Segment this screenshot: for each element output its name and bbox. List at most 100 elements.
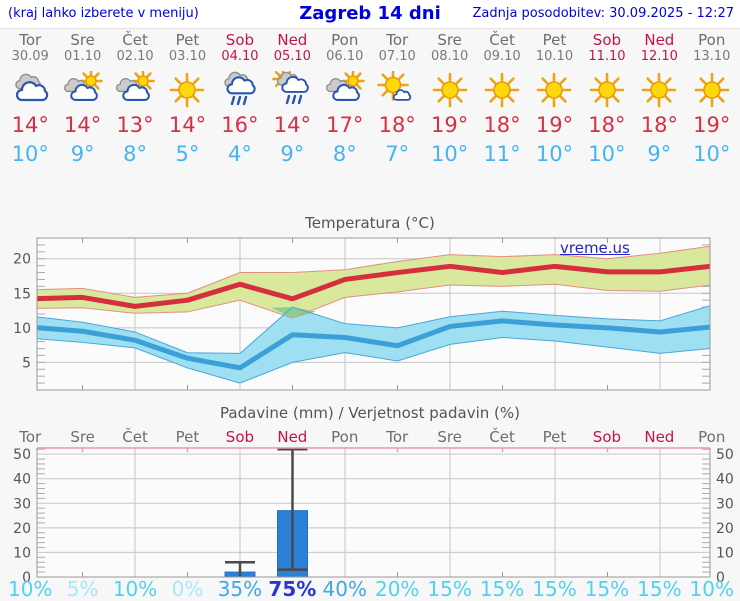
day-name-label: Čet — [122, 31, 148, 49]
day-name-label: Tor — [19, 31, 42, 49]
tmin-value: 10° — [11, 142, 49, 166]
band-edge — [37, 283, 710, 319]
precip-day-label: Pon — [319, 428, 371, 446]
precip-day-label: Čet — [476, 428, 528, 446]
day-name-label: Pet — [542, 31, 567, 49]
tmin-value: 5° — [175, 142, 200, 166]
tmin-value: 8° — [123, 142, 147, 166]
probability-value: 15% — [584, 577, 630, 601]
day-column-header: Pon 06.10 — [319, 31, 371, 64]
menu-hint-text: (kraj lahko izberete v meniju) — [8, 6, 199, 21]
day-name-label: Čet — [489, 428, 515, 446]
day-name-label: Tor — [19, 428, 42, 446]
precip-day-label: Čet — [109, 428, 161, 446]
day-name-label: Sre — [70, 31, 95, 49]
sunny-icon — [161, 71, 213, 111]
probability-value: 0% — [171, 577, 204, 601]
tmin-value: 9° — [647, 142, 672, 166]
tmax-value: 14° — [168, 113, 207, 137]
precip-ytick-label-left: 40 — [13, 472, 31, 488]
sunny-icon — [633, 71, 685, 111]
day-name-label: Pet — [542, 428, 567, 446]
day-name-label: Ned — [644, 31, 675, 49]
day-column-header: Pet 10.10 — [528, 31, 580, 64]
precip-ytick-label-right: 20 — [716, 521, 734, 537]
precip-ytick-label-right: 0 — [716, 570, 725, 586]
tmin-value: 4° — [227, 142, 252, 166]
precip-ytick-label-left: 0 — [22, 570, 31, 586]
day-name-label: Čet — [489, 31, 515, 49]
max-temp-band — [37, 246, 710, 319]
tmin-value: 9° — [70, 142, 95, 166]
day-name-label: Pon — [698, 428, 726, 446]
precip-day-label: Sob — [214, 428, 266, 446]
day-column-header: Sob 04.10 — [214, 31, 266, 64]
last-update-text: Zadnja posodobitev: 30.09.2025 - 12:27 — [472, 6, 734, 21]
sunny-icon — [423, 71, 475, 111]
day-name-label: Ned — [277, 428, 308, 446]
day-date-label: 01.10 — [64, 49, 102, 64]
day-date-label: 05.10 — [273, 49, 311, 64]
vreme-us-link[interactable]: vreme.us — [560, 239, 630, 257]
tmax-value: 18° — [640, 113, 678, 137]
probability-value: 15% — [479, 577, 525, 601]
temp-plot-border — [36, 237, 711, 391]
sunny-icon — [476, 71, 528, 111]
mostly-sunny-icon — [371, 71, 423, 111]
probability-value: 10% — [689, 577, 734, 601]
probability-value: 35% — [217, 577, 263, 601]
day-name-label: Sre — [70, 428, 95, 446]
tmin-value: 10° — [431, 142, 469, 166]
day-name-label: Sre — [437, 31, 462, 49]
day-name-label: Tor — [386, 31, 409, 49]
day-column-header: Pon 13.10 — [686, 31, 738, 64]
tmax-value: 18° — [588, 113, 626, 137]
tmax-value: 19° — [535, 113, 574, 137]
precip-day-label: Sre — [423, 428, 475, 446]
cloudy-icon — [4, 71, 56, 111]
day-column-header: Čet 02.10 — [109, 31, 161, 64]
tmax-value: 18° — [483, 113, 521, 137]
precip-day-label: Tor — [371, 428, 423, 446]
day-name-label: Čet — [122, 428, 148, 446]
day-name-label: Pet — [175, 31, 200, 49]
day-date-label: 30.09 — [11, 49, 49, 64]
day-name-label: Sob — [592, 428, 622, 446]
day-date-label: 06.10 — [326, 49, 364, 64]
day-column-header: Ned 12.10 — [633, 31, 685, 64]
precip-day-label: Ned — [266, 428, 318, 446]
day-column-header: Sob 11.10 — [581, 31, 633, 64]
partly-cloudy-icon — [56, 71, 108, 111]
page-title: Zagreb 14 dni — [299, 3, 441, 24]
temp-ytick-label: 10 — [13, 321, 31, 337]
day-date-label: 13.10 — [693, 49, 731, 64]
precip-probability-row: 10% 5% 10% 0% 35% 75% 40% 20% 15% 15% 15% 15% 15% 10% — [4, 577, 738, 601]
tmax-value: 17° — [326, 113, 364, 137]
probability-value: 10% — [112, 577, 158, 601]
tmin-value: 11° — [483, 142, 521, 166]
tmin-value: 7° — [385, 142, 410, 166]
probability-value: 15% — [532, 577, 577, 601]
tmax-value: 19° — [693, 113, 731, 137]
tmax-value: 19° — [431, 113, 469, 137]
tmin-value: 10° — [693, 142, 731, 166]
precip-ytick-label-right: 30 — [716, 496, 734, 512]
probability-value: 15% — [637, 577, 682, 601]
day-date-label: 09.10 — [483, 49, 521, 64]
rain-icon — [214, 71, 266, 111]
precip-day-row: Tor Sre Čet Pet Sob Ned Pon Tor Sre Čet Pet Sob Ned P… — [4, 428, 738, 446]
precip-ytick-label-right: 10 — [716, 545, 734, 561]
probability-value: 40% — [322, 577, 367, 601]
tmax-value: 14° — [273, 113, 311, 137]
day-name-label: Ned — [644, 428, 675, 446]
temp-ytick-label: 20 — [13, 252, 31, 268]
band-edge — [37, 245, 710, 298]
day-date-label: 07.10 — [378, 49, 416, 64]
day-name-label: Sob — [225, 428, 255, 446]
tmax-value: 16° — [221, 113, 259, 137]
min-temp-line — [37, 318, 710, 371]
probability-value: 75% — [268, 577, 317, 601]
max-temp-row: 14° 14° 13° 14° 16° 14° 17° 18° 19° 18° 19° 18° 18° 1… — [4, 110, 738, 140]
day-column-header: Pet 03.10 — [161, 31, 213, 64]
